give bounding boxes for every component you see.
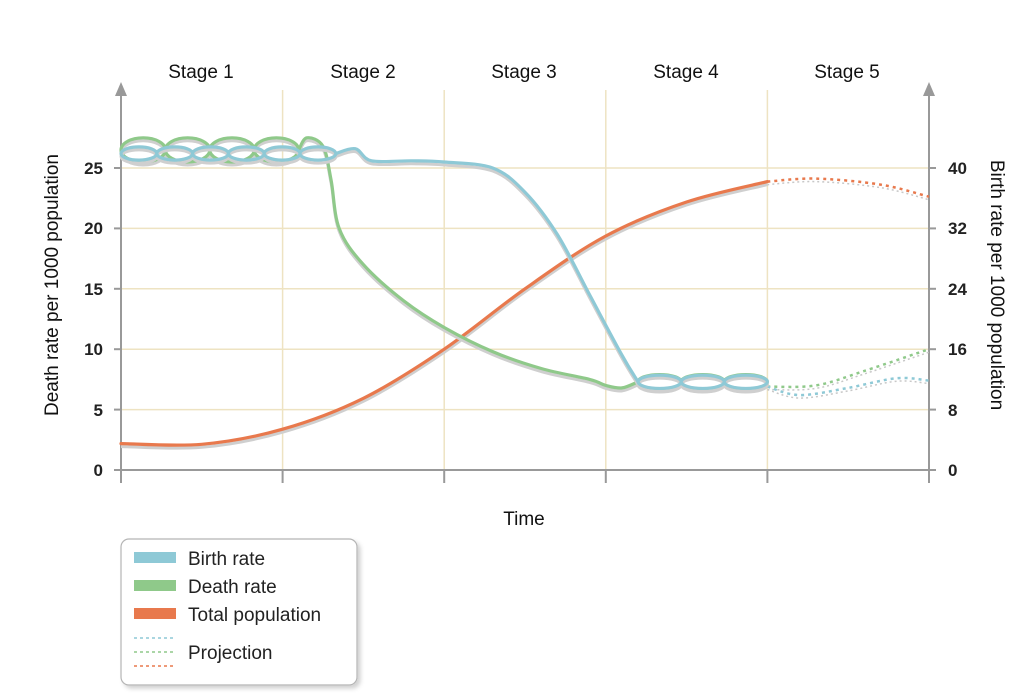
legend-label-birth: Birth rate — [188, 549, 265, 570]
series-death — [119, 136, 930, 394]
y-left-tick-0: 0 — [94, 461, 103, 480]
y-axis-left-title: Death rate per 1000 population — [42, 154, 63, 416]
birth-wave-1 — [636, 373, 770, 391]
legend-label-population: Total population — [188, 605, 321, 626]
y-left-tick-20: 20 — [84, 219, 103, 238]
y-right-tick-40: 40 — [948, 159, 967, 178]
y-left-tick-15: 15 — [84, 280, 103, 299]
stage-label-4: Stage 4 — [653, 62, 719, 83]
y-right-tick-0: 0 — [948, 461, 957, 480]
stage-label-2: Stage 2 — [330, 62, 396, 83]
birth-line — [334, 146, 640, 384]
legend-swatch-death — [134, 580, 176, 591]
population-line — [119, 180, 769, 447]
legend-label-death: Death rate — [188, 577, 277, 598]
legend-swatch-population — [134, 608, 176, 619]
y-right-tick-24: 24 — [948, 280, 967, 299]
series-birth — [119, 145, 930, 399]
legend-swatch-birth — [134, 552, 176, 563]
y-axis-right-arrow — [923, 82, 935, 96]
y-axis-left-arrow — [115, 82, 127, 96]
y-left-tick-10: 10 — [84, 340, 103, 359]
stage-label-1: Stage 1 — [168, 62, 234, 83]
y-right-tick-32: 32 — [948, 219, 967, 238]
axes — [114, 82, 936, 483]
stage-label-5: Stage 5 — [814, 62, 880, 83]
population-projection-shadow — [767, 180, 930, 201]
death-line — [297, 136, 640, 390]
legend-label-projection: Projection — [188, 643, 273, 664]
birth-projection-line — [767, 376, 930, 397]
death-projection-shadow — [767, 351, 930, 391]
death-projection-line — [767, 348, 930, 389]
y-axis-right-title: Birth rate per 1000 population — [986, 160, 1007, 410]
stage-label-3: Stage 3 — [491, 62, 557, 83]
series — [119, 136, 930, 450]
y-left-tick-25: 25 — [84, 159, 103, 178]
population-line-shadow — [120, 183, 768, 450]
birth-wave-0 — [119, 145, 338, 162]
birth-projection-shadow — [767, 380, 930, 399]
legend-box — [120, 538, 358, 686]
death-line-shadow — [297, 139, 639, 393]
legend: Birth rate Death rate Total population P… — [120, 538, 358, 686]
series-population — [119, 177, 930, 450]
y-right-tick-8: 8 — [948, 401, 957, 420]
y-right-tick-16: 16 — [948, 340, 967, 359]
y-left-tick-5: 5 — [94, 401, 103, 420]
population-projection-line — [767, 177, 930, 198]
x-axis-title: Time — [503, 509, 545, 530]
